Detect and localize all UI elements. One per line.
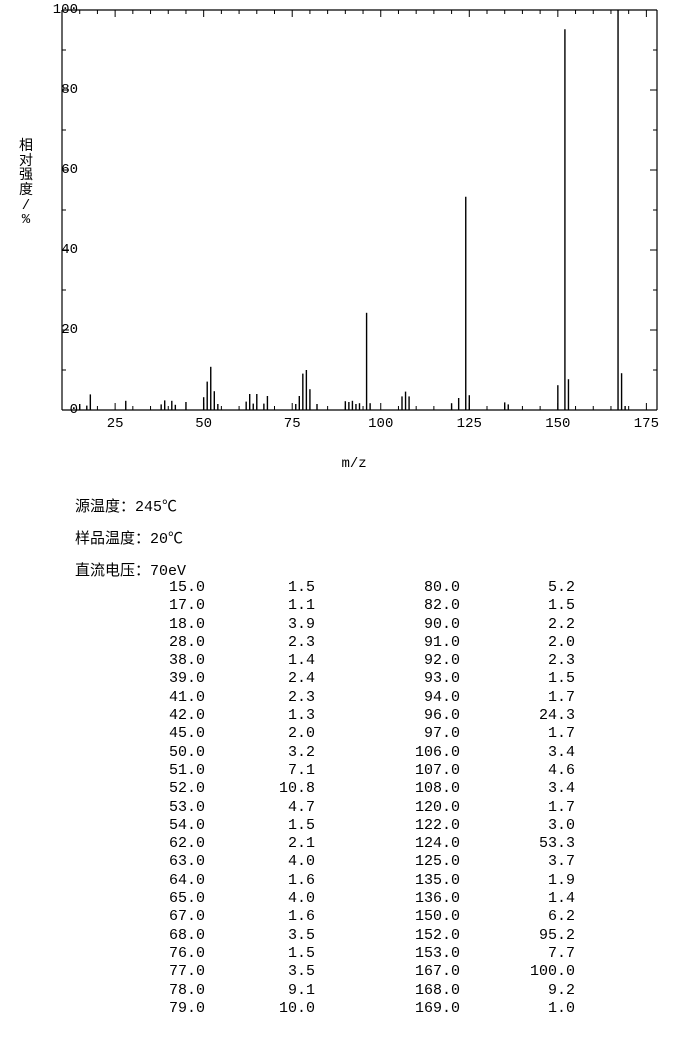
mass-spectrum-chart bbox=[62, 10, 657, 410]
y-tick-label: 0 bbox=[70, 402, 78, 418]
x-tick-label: 50 bbox=[195, 416, 212, 432]
y-axis-label-char: / bbox=[18, 199, 34, 214]
voltage-value: 70eV bbox=[150, 563, 186, 580]
voltage-line: 直流电压：70eV bbox=[75, 559, 186, 580]
y-tick-label: 80 bbox=[61, 82, 78, 98]
y-tick-label: 100 bbox=[53, 2, 78, 18]
y-axis-label-char: 强 bbox=[18, 169, 34, 184]
voltage-label: 直流电压： bbox=[75, 563, 150, 580]
sample-temp-line: 样品温度：20℃ bbox=[75, 527, 183, 548]
table-column: 80.0 82.0 90.0 91.0 92.0 93.0 94.0 96.0 … bbox=[345, 579, 460, 1018]
y-tick-label: 40 bbox=[61, 242, 78, 258]
y-tick-label: 60 bbox=[61, 162, 78, 178]
source-temp-label: 源温度： bbox=[75, 499, 135, 516]
table-column: 1.5 1.1 3.9 2.3 1.4 2.4 2.3 1.3 2.0 3.2 … bbox=[205, 579, 315, 1018]
page-wrapper: 相对强度/% m/z 源温度：245℃ 样品温度：20℃ 直流电压：70eV 1… bbox=[0, 0, 680, 1049]
x-tick-label: 25 bbox=[107, 416, 124, 432]
x-tick-label: 125 bbox=[457, 416, 482, 432]
sample-temp-label: 样品温度： bbox=[75, 531, 150, 548]
x-tick-label: 75 bbox=[284, 416, 301, 432]
source-temp-line: 源温度：245℃ bbox=[75, 495, 177, 516]
y-axis-label-char: 度 bbox=[18, 184, 34, 199]
y-axis-label-char: 相 bbox=[18, 140, 34, 155]
chart-svg bbox=[62, 10, 657, 410]
table-column: 15.0 17.0 18.0 28.0 38.0 39.0 41.0 42.0 … bbox=[75, 579, 205, 1018]
x-tick-label: 175 bbox=[634, 416, 659, 432]
source-temp-value: 245℃ bbox=[135, 499, 177, 516]
y-axis-label-char: % bbox=[18, 213, 34, 228]
table-column: 5.2 1.5 2.2 2.0 2.3 1.5 1.7 24.3 1.7 3.4… bbox=[460, 579, 575, 1018]
peak-table: 15.0 17.0 18.0 28.0 38.0 39.0 41.0 42.0 … bbox=[75, 579, 585, 1018]
x-tick-label: 100 bbox=[368, 416, 393, 432]
y-axis-label-char: 对 bbox=[18, 155, 34, 170]
y-axis-label: 相对强度/% bbox=[18, 140, 34, 228]
sample-temp-value: 20℃ bbox=[150, 531, 183, 548]
y-tick-label: 20 bbox=[61, 322, 78, 338]
x-tick-label: 150 bbox=[545, 416, 570, 432]
x-axis-label: m/z bbox=[342, 456, 367, 472]
